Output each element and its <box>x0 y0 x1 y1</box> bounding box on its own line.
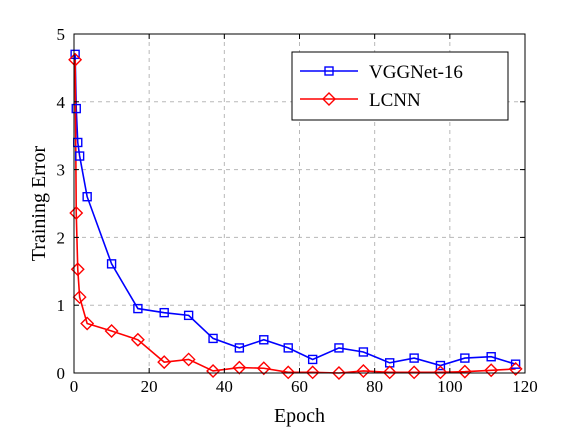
tick-labels: 0 20 40 60 80 100 120 0 1 2 3 4 5 <box>57 25 538 396</box>
data-point-lcnn <box>433 365 448 380</box>
x-tick-label: 60 <box>291 377 308 396</box>
data-point-lcnn <box>484 363 499 378</box>
data-point-vggnet-16 <box>486 352 496 362</box>
data-point-lcnn <box>104 323 119 338</box>
x-axis-label: Epoch <box>274 405 325 427</box>
legend-label-vggnet-16: VGGNet-16 <box>369 62 463 83</box>
data-point-vggnet-16 <box>283 343 293 353</box>
data-point-lcnn <box>256 361 271 376</box>
data-point-vggnet-16 <box>259 335 269 345</box>
data-point-vggnet-16 <box>460 353 470 363</box>
data-point-vggnet-16 <box>82 192 92 202</box>
series-line-lcnn <box>74 59 516 374</box>
data-point-vggnet-16 <box>133 303 143 314</box>
x-tick-label: 120 <box>512 377 538 396</box>
data-point-vggnet-16 <box>70 49 80 60</box>
data-point-vggnet-16 <box>234 343 245 353</box>
legend-marker-vggnet-16 <box>324 66 334 76</box>
data-point-lcnn <box>457 364 472 379</box>
data-point-vggnet-16 <box>307 354 318 365</box>
data-point-lcnn <box>80 316 95 331</box>
y-tick-label: 5 <box>57 25 66 44</box>
y-tick-label: 0 <box>57 364 66 383</box>
data-point-lcnn <box>356 363 371 378</box>
data-point-vggnet-16 <box>334 343 344 353</box>
legend-marker-lcnn <box>322 92 336 106</box>
data-point-lcnn <box>157 355 172 370</box>
legend: VGGNet-16 LCNN <box>291 51 509 121</box>
data-point-vggnet-16 <box>159 307 169 318</box>
x-tick-label: 40 <box>216 377 233 396</box>
x-tick-label: 0 <box>70 377 79 396</box>
data-point-lcnn <box>206 363 221 378</box>
y-axis-label: Training Error <box>28 145 50 261</box>
data-point-lcnn <box>508 361 523 376</box>
data-point-vggnet-16 <box>435 360 446 371</box>
data-point-lcnn <box>68 52 83 67</box>
data-point-vggnet-16 <box>71 103 81 114</box>
x-tick-label: 80 <box>366 377 383 396</box>
data-point-vggnet-16 <box>74 151 85 161</box>
data-point-lcnn <box>181 352 196 367</box>
y-tick-label: 1 <box>57 296 66 315</box>
data-point-lcnn <box>305 365 320 380</box>
y-tick-label: 4 <box>57 93 66 112</box>
data-point-lcnn <box>72 290 87 305</box>
data-point-vggnet-16 <box>183 310 194 321</box>
data-point-vggnet-16 <box>510 359 521 369</box>
axis-ticks <box>73 33 526 374</box>
y-tick-label: 3 <box>57 161 66 180</box>
x-tick-label: 100 <box>437 377 463 396</box>
data-point-lcnn <box>281 365 296 380</box>
data-point-lcnn <box>130 332 145 347</box>
data-point-vggnet-16 <box>358 347 369 357</box>
series-line-vggnet-16 <box>74 54 516 367</box>
data-point-lcnn <box>331 366 346 380</box>
y-tick-label: 2 <box>57 228 66 247</box>
data-point-lcnn <box>382 365 397 380</box>
series-lines <box>74 54 516 374</box>
x-tick-label: 20 <box>141 377 158 396</box>
legend-box <box>291 51 509 121</box>
legend-label-lcnn: LCNN <box>369 90 421 111</box>
data-point-vggnet-16 <box>208 333 218 344</box>
data-point-lcnn <box>69 206 84 220</box>
data-point-lcnn <box>232 360 247 375</box>
data-point-vggnet-16 <box>106 259 117 269</box>
data-point-lcnn <box>407 365 422 380</box>
data-point-vggnet-16 <box>409 353 419 363</box>
